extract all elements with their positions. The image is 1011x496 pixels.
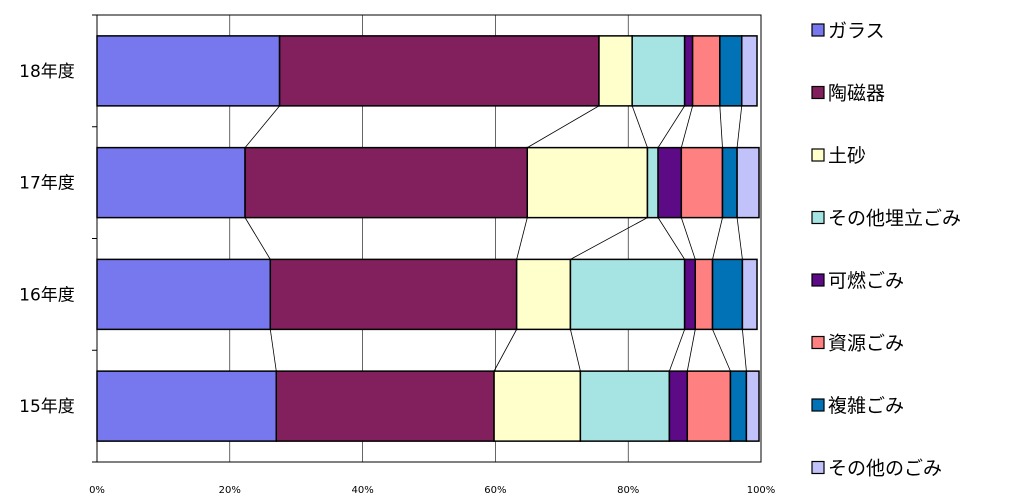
x-tick-label: 20% — [219, 485, 241, 496]
bar-segment — [580, 371, 669, 441]
legend-label: 資源ごみ — [828, 333, 904, 355]
legend-swatch — [812, 399, 824, 411]
category-label: 15年度 — [19, 397, 75, 417]
bar-segment — [693, 36, 720, 106]
bar-segment — [722, 148, 737, 218]
bar-segment — [742, 36, 757, 106]
bar-segment — [669, 371, 687, 441]
bar-segment — [685, 259, 696, 329]
plot-area — [92, 15, 761, 462]
bar-segment — [746, 371, 759, 441]
bar-segment — [97, 259, 270, 329]
bar-segment — [527, 148, 647, 218]
bar-segment — [647, 148, 658, 218]
legend-swatch — [812, 24, 824, 36]
bar-segment — [97, 371, 276, 441]
legend-swatch — [812, 462, 824, 474]
legend-label: 土砂 — [828, 145, 866, 167]
x-tick-label: 80% — [617, 485, 639, 496]
bar-segment — [695, 259, 712, 329]
legend-swatch — [812, 87, 824, 99]
legend-label: その他埋立ごみ — [828, 208, 961, 230]
bar-segment — [517, 259, 571, 329]
legend-swatch — [812, 212, 824, 224]
bar-segment — [687, 371, 730, 441]
bar-segment — [713, 259, 743, 329]
x-tick-label: 40% — [351, 485, 373, 496]
bar-segment — [681, 148, 722, 218]
legend-label: 陶磁器 — [828, 83, 885, 105]
bar-segment — [276, 371, 494, 441]
legend-label: その他のごみ — [828, 458, 942, 480]
bar-segment — [685, 36, 693, 106]
bar-segment — [245, 148, 527, 218]
category-label: 17年度 — [19, 174, 75, 194]
legend-swatch — [812, 149, 824, 161]
category-label: 18年度 — [19, 62, 75, 82]
x-tick-label: 100% — [747, 485, 776, 496]
category-labels: 18年度 17年度 16年度 15年度 — [19, 62, 75, 417]
x-tick-label: 0% — [89, 485, 105, 496]
legend-label: 複雑ごみ — [828, 395, 904, 417]
x-tick-labels: 0% 20% 40% 60% 80% 100% — [89, 485, 775, 496]
bar-segment — [720, 36, 742, 106]
bar-segment — [730, 371, 746, 441]
bar-segment — [270, 259, 516, 329]
bar-segment — [97, 36, 280, 106]
bar-segment — [494, 371, 580, 441]
bar-segment — [742, 259, 757, 329]
x-tick-label: 60% — [484, 485, 506, 496]
bar-segment — [570, 259, 684, 329]
legend-swatch — [812, 274, 824, 286]
bar-segment — [280, 36, 599, 106]
bar-segment — [737, 148, 759, 218]
legend-swatch — [812, 337, 824, 349]
legend-label: ガラス — [828, 20, 885, 42]
bar-segment — [599, 36, 632, 106]
category-label: 16年度 — [19, 285, 75, 305]
bar-segment — [97, 148, 245, 218]
bar-segment — [632, 36, 684, 106]
legend-label: 可燃ごみ — [828, 270, 904, 292]
bar-segment — [658, 148, 681, 218]
